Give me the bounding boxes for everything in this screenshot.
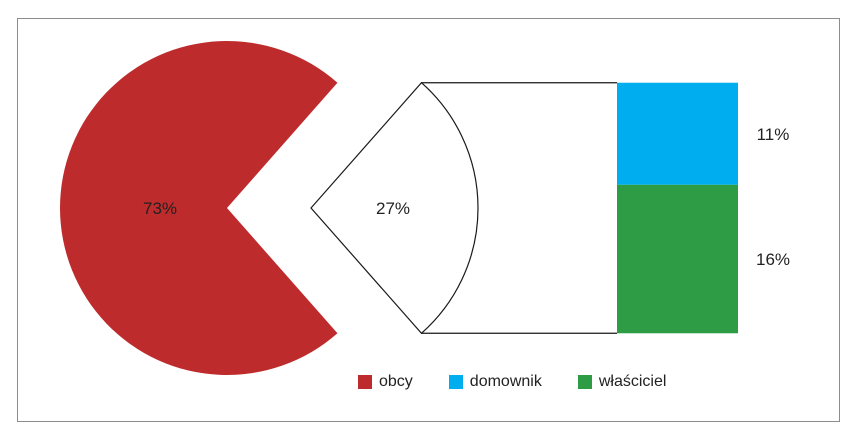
legend-swatch-obcy <box>358 375 372 389</box>
data-label-domownik: 11% <box>757 125 790 144</box>
breakdown-bar <box>617 82 738 334</box>
legend-item-wlasciciel: właściciel <box>577 373 667 391</box>
data-label-rest: 27% <box>376 199 410 218</box>
legend-swatch-domownik <box>448 375 463 389</box>
bar-segment-wlasciciel <box>617 184 738 334</box>
bar-segment-domownik <box>617 82 738 185</box>
data-labels: 73% 27% 11% 16% <box>143 125 790 269</box>
pie-group <box>60 41 479 376</box>
pie-slice-rest <box>310 81 479 335</box>
legend-item-obcy: obcy <box>358 373 413 391</box>
legend-label-obcy: obcy <box>379 373 413 390</box>
legend-label-domownik: domownik <box>469 373 542 390</box>
pie-slice-obcy <box>60 41 338 376</box>
legend-swatch-wlasciciel <box>577 375 592 389</box>
legend: obcy domownik właściciel <box>358 373 666 391</box>
data-label-wlasciciel: 16% <box>756 250 790 269</box>
connector-group <box>421 82 617 334</box>
legend-label-wlasciciel: właściciel <box>598 373 667 390</box>
data-label-obcy: 73% <box>143 199 177 218</box>
legend-item-domownik: domownik <box>448 373 542 391</box>
